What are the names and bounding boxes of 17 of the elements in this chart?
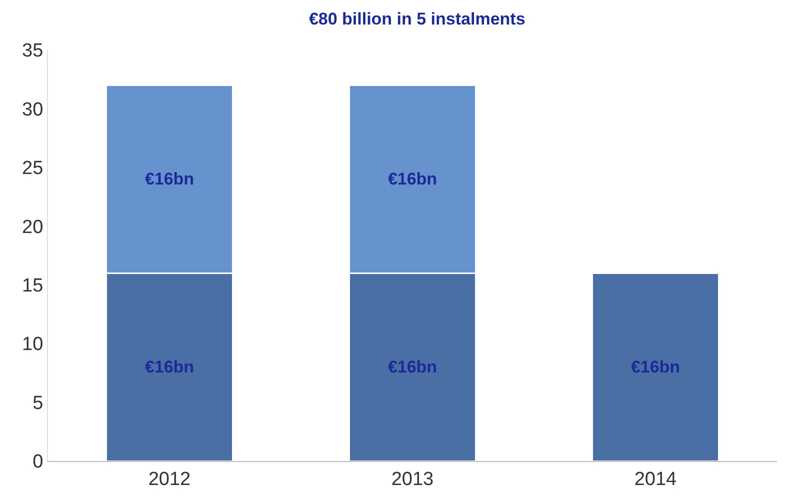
data-label: €16bn [630,358,680,377]
y-tick-label: 30 [22,99,44,120]
y-tick-label: 5 [32,392,44,414]
data-label: €16bn [388,358,438,377]
data-label: €16bn [388,170,438,189]
y-tick-label: 0 [32,452,44,473]
data-label: €16bn [144,170,194,189]
chart-title: €80 billion in 5 instalments [308,9,526,28]
y-tick-label: 10 [22,334,44,356]
x-tick-label: 2012 [148,468,191,490]
y-tick-label: 15 [22,276,44,297]
data-label: €16bn [144,358,194,377]
x-tick-label: 2013 [391,468,434,490]
x-tick-label: 2014 [634,468,678,490]
y-tick-label: 35 [22,40,44,62]
y-tick-label: 25 [22,158,44,180]
y-tick-label: 20 [22,216,44,238]
